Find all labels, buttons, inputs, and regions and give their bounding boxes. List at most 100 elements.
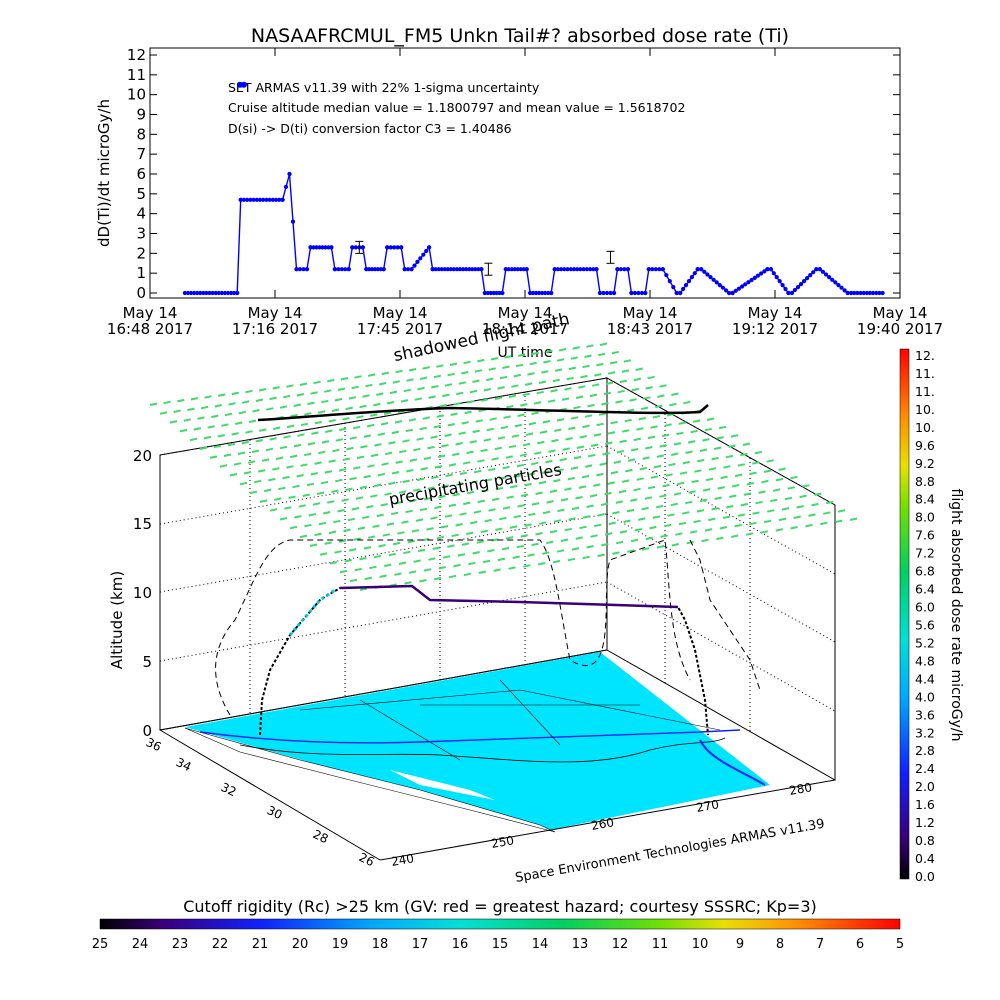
particle-mark xyxy=(537,440,545,445)
particle-mark xyxy=(573,455,582,460)
dose-point xyxy=(412,263,417,268)
particle-mark xyxy=(570,416,579,420)
dose-point xyxy=(392,245,397,250)
rigidity-colorbar-ticks: 25 24 23 22 21 20 19 18 17 16 15 14 13 12 11 10 9 8 7 6 5 xyxy=(92,937,904,952)
particle-mark xyxy=(834,519,843,524)
dose-colorbar-tick-10: 7.6 xyxy=(915,528,935,543)
particle-mark xyxy=(453,563,461,568)
particle-mark xyxy=(251,449,260,454)
particle-mark xyxy=(509,525,518,529)
particle-mark xyxy=(708,467,717,471)
dose-point xyxy=(506,267,511,272)
dose-point xyxy=(802,279,807,284)
particle-mark xyxy=(704,528,713,532)
dose-point xyxy=(604,290,610,296)
particle-mark xyxy=(480,529,489,534)
particle-mark xyxy=(579,525,587,530)
dose-point xyxy=(608,290,613,296)
particle-mark xyxy=(593,433,602,437)
particle-mark xyxy=(469,389,478,394)
particle-mark xyxy=(549,489,558,493)
particle-mark xyxy=(650,475,659,479)
particle-mark xyxy=(342,457,351,461)
particle-mark xyxy=(591,383,600,387)
particle-mark xyxy=(430,516,438,520)
particle-mark xyxy=(708,517,716,522)
dose-point xyxy=(254,197,259,202)
particle-mark xyxy=(187,407,195,412)
particle-mark xyxy=(380,422,389,426)
particle-mark xyxy=(325,429,333,433)
particle-mark xyxy=(298,504,306,508)
particle-mark xyxy=(582,364,590,369)
particle-mark xyxy=(627,458,636,462)
particle-mark xyxy=(406,469,414,473)
particle-mark xyxy=(793,515,801,519)
dose-point xyxy=(771,271,776,276)
particle-mark xyxy=(596,422,604,427)
altitude-tick-labels: 0 5 10 15 20 xyxy=(133,447,152,740)
dose-point xyxy=(261,197,266,202)
particle-mark xyxy=(462,461,471,465)
particle-mark xyxy=(633,377,642,382)
particle-mark xyxy=(310,472,319,476)
particle-mark xyxy=(309,543,318,547)
particle-mark xyxy=(568,517,576,521)
dose-point xyxy=(768,267,774,272)
particle-mark xyxy=(506,495,514,499)
particle-mark xyxy=(550,389,558,393)
particle-mark xyxy=(447,544,455,548)
dose-colorbar-tick-13: 6.4 xyxy=(915,582,935,597)
particle-mark xyxy=(505,455,514,459)
particle-mark xyxy=(494,446,503,451)
dose-point xyxy=(861,290,866,296)
particle-mark xyxy=(516,463,525,468)
dose-point xyxy=(433,267,438,272)
particle-mark xyxy=(241,400,250,404)
dose-colorbar-tick-23: 2.4 xyxy=(915,761,935,776)
particle-mark xyxy=(823,511,831,515)
particle-mark xyxy=(737,513,746,517)
dose-point xyxy=(639,290,645,296)
particle-mark xyxy=(638,416,647,421)
particle-mark xyxy=(722,515,731,519)
particle-mark xyxy=(362,394,370,398)
dose-point xyxy=(402,267,407,272)
particle-mark xyxy=(567,557,576,562)
dose-point xyxy=(765,267,770,272)
particle-mark xyxy=(263,488,272,493)
particle-mark xyxy=(579,435,587,439)
y-tick-label-5: 5 xyxy=(136,185,146,203)
particle-mark xyxy=(419,579,427,583)
particle-mark xyxy=(604,491,612,496)
particle-mark xyxy=(398,449,407,454)
particle-mark xyxy=(241,440,250,445)
dose-point xyxy=(304,267,310,272)
particle-mark xyxy=(427,445,435,450)
particle-mark xyxy=(568,426,576,431)
particle-mark xyxy=(439,404,447,408)
particle-mark xyxy=(562,447,570,451)
particle-mark xyxy=(419,376,428,380)
particle-mark xyxy=(269,508,278,512)
particle-mark xyxy=(599,462,607,466)
particle-mark xyxy=(513,514,522,519)
particle-mark xyxy=(723,465,731,469)
particle-mark xyxy=(590,534,598,538)
particle-mark xyxy=(334,398,343,402)
x-tick-time-1: 17:16 2017 xyxy=(232,320,318,338)
rigidity-colorbar-tick-18: 7 xyxy=(816,937,824,952)
particle-mark xyxy=(447,423,455,427)
particle-mark xyxy=(413,488,421,492)
particle-mark xyxy=(408,570,417,574)
dose-point xyxy=(439,267,444,272)
particle-mark xyxy=(316,491,325,495)
particle-mark xyxy=(553,478,561,483)
particle-mark xyxy=(227,442,236,447)
dose-point xyxy=(264,197,269,202)
particle-mark xyxy=(282,394,291,399)
particle-mark xyxy=(357,526,366,530)
particle-mark xyxy=(531,502,540,506)
x-tick-time-5: 19:12 2017 xyxy=(732,320,818,338)
particle-mark xyxy=(635,367,643,371)
